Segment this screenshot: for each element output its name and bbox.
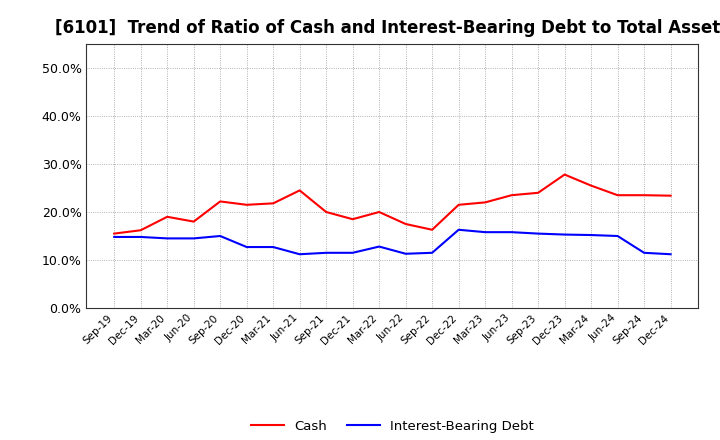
Interest-Bearing Debt	[428, 250, 436, 256]
Cash	[243, 202, 251, 207]
Interest-Bearing Debt	[189, 236, 198, 241]
Cash	[216, 199, 225, 204]
Cash	[189, 219, 198, 224]
Cash	[481, 200, 490, 205]
Cash	[666, 193, 675, 198]
Cash	[454, 202, 463, 207]
Cash	[508, 193, 516, 198]
Interest-Bearing Debt	[295, 252, 304, 257]
Cash	[401, 221, 410, 227]
Interest-Bearing Debt	[481, 230, 490, 235]
Cash	[110, 231, 119, 236]
Interest-Bearing Debt	[110, 235, 119, 240]
Cash	[163, 214, 171, 220]
Cash	[322, 209, 330, 215]
Interest-Bearing Debt	[534, 231, 542, 236]
Legend: Cash, Interest-Bearing Debt: Cash, Interest-Bearing Debt	[246, 415, 539, 439]
Interest-Bearing Debt	[348, 250, 357, 256]
Interest-Bearing Debt	[375, 244, 384, 249]
Interest-Bearing Debt	[508, 230, 516, 235]
Interest-Bearing Debt	[587, 232, 595, 238]
Cash	[348, 216, 357, 222]
Interest-Bearing Debt	[269, 244, 277, 249]
Cash	[587, 183, 595, 188]
Interest-Bearing Debt	[163, 236, 171, 241]
Interest-Bearing Debt	[243, 244, 251, 249]
Cash	[295, 188, 304, 193]
Cash	[613, 193, 622, 198]
Cash	[375, 209, 384, 215]
Interest-Bearing Debt	[454, 227, 463, 232]
Interest-Bearing Debt	[216, 233, 225, 238]
Cash	[269, 201, 277, 206]
Line: Cash: Cash	[114, 175, 670, 234]
Interest-Bearing Debt	[640, 250, 649, 256]
Cash	[534, 190, 542, 195]
Interest-Bearing Debt	[401, 251, 410, 257]
Title: [6101]  Trend of Ratio of Cash and Interest-Bearing Debt to Total Assets: [6101] Trend of Ratio of Cash and Intere…	[55, 19, 720, 37]
Interest-Bearing Debt	[666, 252, 675, 257]
Interest-Bearing Debt	[322, 250, 330, 256]
Interest-Bearing Debt	[136, 235, 145, 240]
Line: Interest-Bearing Debt: Interest-Bearing Debt	[114, 230, 670, 254]
Interest-Bearing Debt	[560, 232, 569, 237]
Cash	[640, 193, 649, 198]
Cash	[428, 227, 436, 232]
Cash	[136, 227, 145, 233]
Cash	[560, 172, 569, 177]
Interest-Bearing Debt	[613, 233, 622, 238]
